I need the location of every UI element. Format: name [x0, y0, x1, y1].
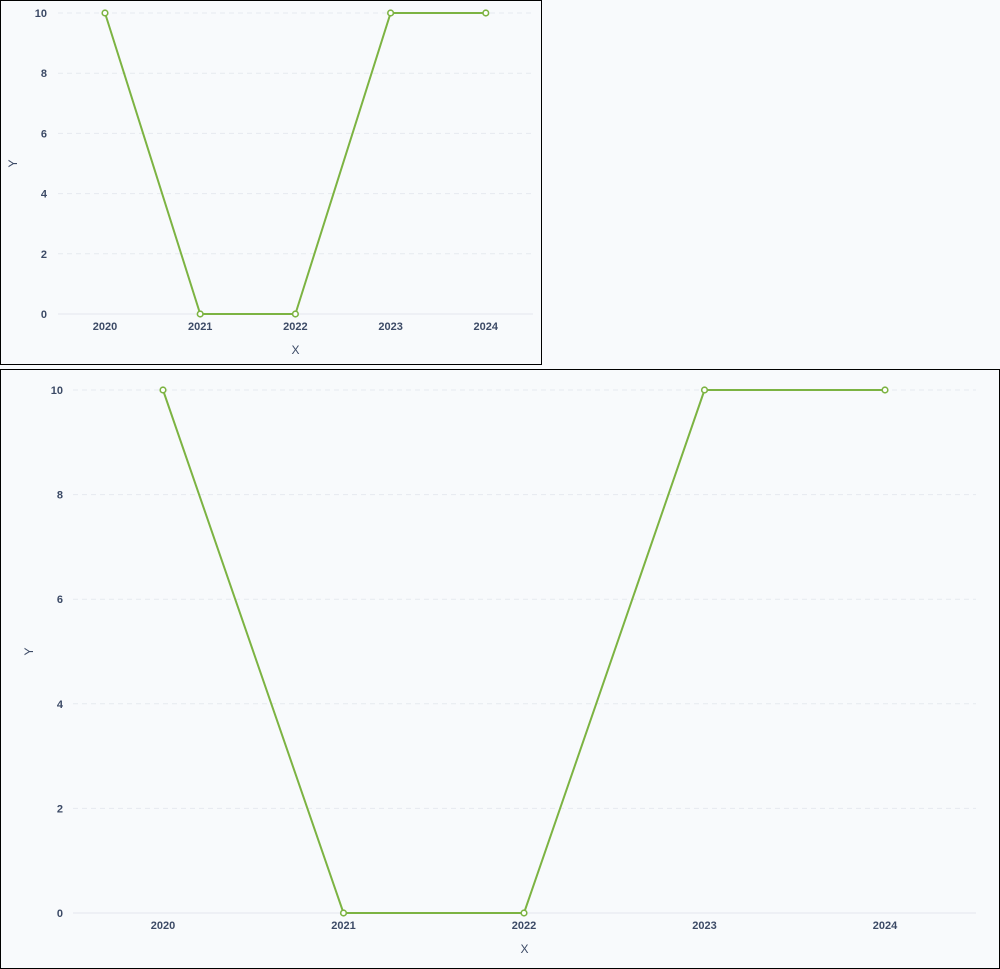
x-tick-label: 2020	[93, 321, 117, 333]
data-point[interactable]	[339, 909, 348, 917]
x-tick-label: 2024	[873, 920, 898, 932]
x-tick-label: 2023	[692, 920, 716, 932]
y-tick-label: 2	[57, 803, 63, 815]
data-point[interactable]	[387, 9, 395, 17]
series-line	[162, 389, 885, 914]
x-axis-title: X	[291, 343, 299, 357]
y-tick-label: 4	[41, 189, 48, 201]
y-tick-label: 0	[41, 309, 47, 321]
x-tick-label: 2024	[474, 321, 499, 333]
data-point[interactable]	[482, 9, 490, 17]
x-axis-title: X	[520, 942, 528, 956]
y-tick-label: 0	[57, 908, 63, 920]
x-tick-label: 2020	[151, 920, 175, 932]
y-tick-label: 2	[41, 249, 47, 261]
x-tick-label: 2021	[188, 321, 212, 333]
data-point[interactable]	[700, 386, 709, 394]
x-tick-label: 2022	[512, 920, 536, 932]
data-point[interactable]	[159, 386, 167, 394]
series-line	[104, 12, 486, 315]
y-axis-title: Y	[6, 159, 20, 167]
x-tick-label: 2022	[283, 321, 307, 333]
y-axis-title: Y	[22, 647, 36, 655]
line-chart-small: 0 2 4 6 8 10 2020 2021 2022 2023 2024 X Y	[6, 8, 533, 357]
x-tick-label: 2023	[378, 321, 402, 333]
y-tick-label: 4	[57, 699, 64, 711]
data-point[interactable]	[291, 310, 300, 318]
y-tick-label: 6	[57, 594, 63, 606]
y-tick-label: 6	[41, 128, 47, 140]
line-chart-large: 0 2 4 6 8 10 2020 2021 2022 2023 2024 X Y	[22, 385, 976, 956]
y-tick-label: 8	[41, 68, 47, 80]
data-point[interactable]	[101, 9, 109, 17]
y-tick-label: 8	[57, 490, 63, 502]
data-point[interactable]	[881, 386, 889, 394]
chart-panel-large: 0 2 4 6 8 10 2020 2021 2022 2023 2024 X Y	[0, 369, 1000, 969]
data-point[interactable]	[520, 909, 528, 917]
y-tick-label: 10	[35, 8, 47, 20]
chart-panel-small: 0 2 4 6 8 10 2020 2021 2022 2023 2024 X Y	[0, 0, 542, 365]
y-tick-label: 10	[51, 385, 63, 397]
data-point[interactable]	[196, 310, 204, 318]
x-tick-label: 2021	[331, 920, 355, 932]
